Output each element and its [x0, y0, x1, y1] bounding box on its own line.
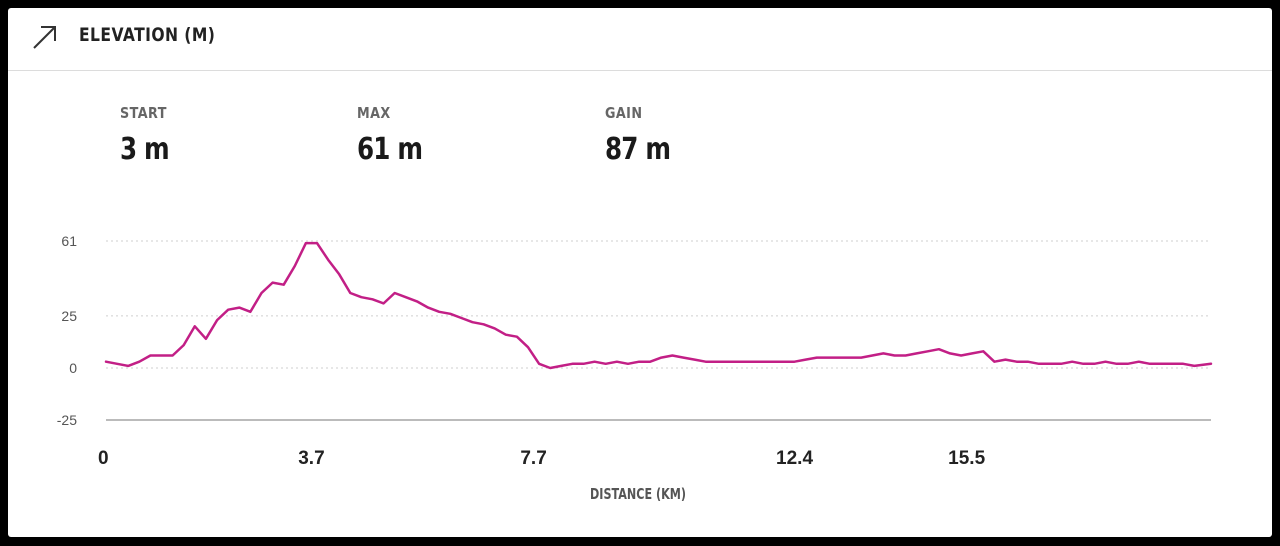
arrow-up-right-icon — [33, 26, 56, 49]
x-tick-label: 0 — [98, 448, 109, 469]
elevation-series-line — [104, 241, 1213, 370]
stat-max-value: 61 m — [357, 132, 423, 167]
x-tick-label: 7.7 — [520, 448, 546, 469]
stat-max: MAX 61 m — [357, 104, 436, 167]
y-tick-label: 25 — [61, 308, 77, 324]
stat-max-label: MAX — [357, 104, 391, 122]
stat-gain-label: GAIN — [605, 104, 643, 122]
stat-start-value: 3 m — [120, 132, 170, 167]
stat-gain: GAIN 87 m — [605, 104, 684, 167]
x-tick-label: 15.5 — [948, 448, 985, 469]
card-title: ELEVATION (M) — [79, 24, 216, 46]
stat-start-label: START — [120, 104, 167, 122]
elevation-card: ELEVATION (M) START 3 m MAX 61 m GAIN 87… — [8, 8, 1272, 537]
x-axis-label: DISTANCE (KM) — [590, 485, 686, 503]
x-tick-label: 12.4 — [776, 448, 813, 469]
y-tick-label: 0 — [69, 360, 77, 376]
y-tick-label: -25 — [57, 412, 77, 428]
stat-gain-value: 87 m — [605, 132, 671, 167]
x-tick-label: 3.7 — [298, 448, 324, 469]
stat-start: START 3 m — [120, 104, 180, 167]
card-header: ELEVATION (M) — [8, 8, 1272, 71]
elevation-chart: 61 25 0 -25 0 3.7 7.7 12.4 15.5 DISTANCE (KM) — [57, 233, 1213, 503]
y-tick-label: 61 — [61, 233, 77, 249]
